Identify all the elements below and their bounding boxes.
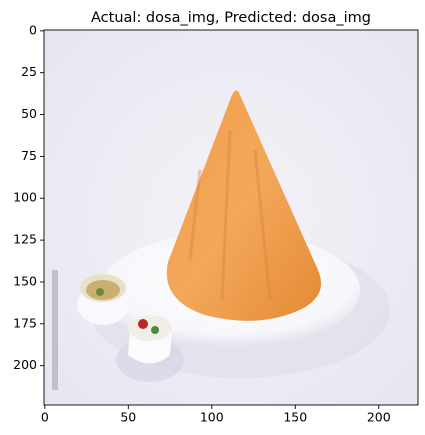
chart-title: Actual: dosa_img, Predicted: dosa_img [91,10,371,26]
x-tick-label: 150 [283,410,307,425]
y-tick-label: 75 [21,148,37,163]
y-tick-label: 50 [21,106,37,121]
y-tick-label: 150 [13,273,37,288]
x-tick-label: 100 [200,410,224,425]
x-tick-label: 0 [41,410,49,425]
x-tick-label: 200 [367,410,391,425]
y-tick-label: 125 [13,232,37,247]
y-tick-label: 200 [13,357,37,372]
y-tick-label: 175 [13,315,37,330]
y-tick-label: 25 [21,64,37,79]
y-tick-label: 100 [13,190,37,205]
y-tick-label: 0 [29,22,37,37]
axes-frame [43,29,419,406]
x-tick-label: 50 [120,410,136,425]
photo [44,30,418,405]
